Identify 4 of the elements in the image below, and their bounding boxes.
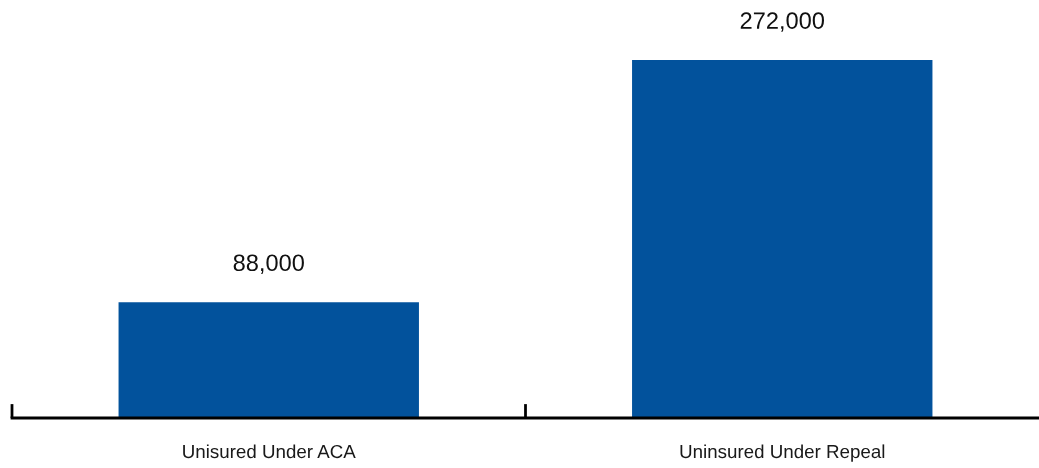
x-tick-label: Uninsured Under Repeal — [680, 444, 885, 462]
data-label: 88,000 — [233, 254, 304, 274]
data-label: 272,000 — [740, 12, 824, 32]
x-tick-label: Unisured Under ACA — [183, 444, 356, 459]
